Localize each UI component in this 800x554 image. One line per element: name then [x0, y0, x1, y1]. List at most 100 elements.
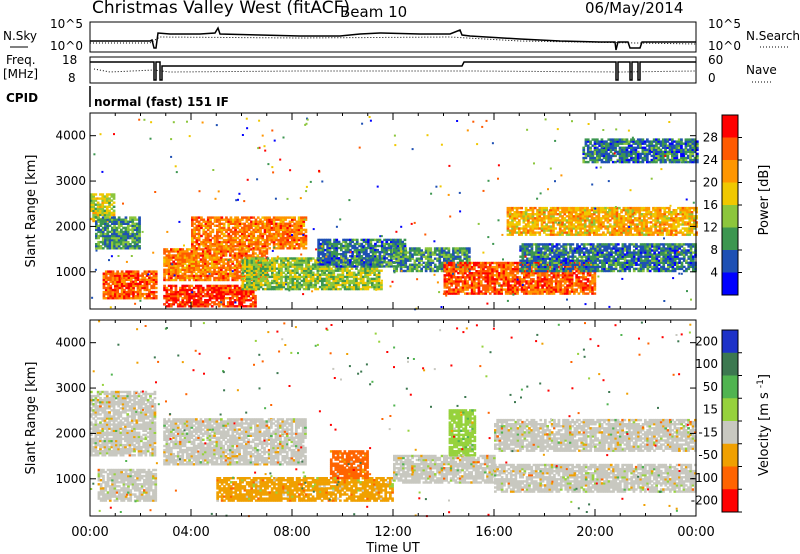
data-cell: [284, 265, 288, 268]
data-cell: [349, 248, 352, 252]
data-cell: [167, 297, 171, 300]
data-cell: [539, 263, 543, 266]
data-cell: [174, 272, 178, 276]
data-cell: [378, 257, 382, 260]
data-cell: [464, 265, 467, 269]
data-cell: [279, 243, 283, 246]
data-cell: [413, 251, 417, 254]
data-cell: [302, 261, 306, 264]
data-cell: [197, 303, 200, 306]
data-cell: [325, 283, 329, 287]
data-cell: [436, 259, 439, 262]
data-cell: [192, 278, 196, 282]
data-cell: [318, 273, 322, 276]
data-cell: [500, 274, 503, 277]
data-cell: [199, 254, 203, 257]
data-cell: [181, 254, 185, 257]
data-cell: [523, 253, 527, 256]
data-cell: [275, 283, 279, 287]
data-cell: [270, 240, 274, 244]
data-cell: [523, 243, 527, 246]
data-cell: [254, 305, 257, 308]
data-cell: [563, 272, 567, 275]
data-cell: [231, 284, 235, 288]
data-cell: [314, 261, 317, 264]
data-cell: [413, 259, 417, 262]
data-cell: [271, 281, 274, 285]
data-cell: [349, 259, 352, 262]
data-cell: [404, 255, 408, 258]
data-cell: [486, 280, 490, 283]
data-cell: [118, 284, 122, 288]
data-cell: [163, 270, 166, 274]
data-cell: [138, 224, 141, 227]
data-cell: [298, 281, 301, 285]
data-cell: [488, 292, 492, 295]
data-cell: [129, 290, 133, 294]
data-cell: [125, 284, 128, 288]
data-cell: [206, 234, 210, 238]
data-cell: [348, 279, 351, 283]
data-cell: [586, 284, 590, 287]
data-cell: [200, 226, 203, 230]
data-cell: [152, 286, 156, 290]
data-cell: [170, 272, 173, 276]
data-cell: [504, 290, 508, 293]
data-cell: [231, 262, 235, 265]
data-cell: [573, 265, 576, 269]
data-cell: [344, 265, 348, 268]
data-cell: [459, 267, 463, 271]
data-cell: [551, 267, 554, 271]
data-cell: [573, 282, 576, 285]
data-cell: [337, 257, 341, 260]
data-cell: [117, 226, 121, 230]
data-cell: [235, 254, 239, 257]
data-cell: [488, 286, 492, 289]
data-cell: [129, 236, 132, 240]
data-cell: [452, 253, 455, 256]
data-cell: [286, 243, 290, 246]
data-cell: [358, 253, 361, 256]
data-cell: [115, 220, 119, 223]
data-cell: [546, 255, 550, 258]
data-cell: [241, 232, 244, 236]
data-cell: [286, 269, 290, 272]
data-cell: [233, 256, 237, 259]
data-cell: [172, 284, 175, 288]
data-cell: [172, 290, 175, 294]
data-cell: [377, 273, 381, 276]
data-cell: [252, 285, 256, 289]
data-cell: [570, 288, 574, 291]
data-cell: [321, 257, 325, 260]
data-cell: [484, 263, 488, 267]
data-cell: [529, 292, 533, 295]
data-cell: [143, 270, 147, 273]
data-cell: [97, 240, 100, 244]
data-cell: [231, 232, 235, 236]
data-cell: [361, 271, 365, 274]
data-cell: [248, 279, 251, 283]
data-cell: [314, 287, 317, 291]
data-cell: [321, 277, 324, 281]
data-cell: [448, 274, 451, 277]
data-cell: [351, 240, 354, 244]
data-cell: [575, 274, 578, 277]
data-cell: [257, 273, 261, 276]
data-cell: [516, 267, 519, 271]
data-cell: [281, 220, 285, 223]
data-cell: [362, 250, 366, 254]
data-cell: [500, 263, 503, 267]
data-cell: [96, 209, 100, 212]
data-cell: [502, 265, 506, 269]
data-cell: [234, 232, 237, 236]
data-cell: [163, 256, 166, 259]
data-cell: [103, 201, 107, 204]
data-cell: [528, 269, 531, 273]
data-cell: [220, 256, 223, 259]
data-cell: [511, 280, 515, 283]
data-cell: [259, 222, 262, 225]
data-cell: [129, 243, 132, 246]
data-cell: [291, 259, 295, 262]
data-cell: [266, 240, 269, 244]
data-cell: [167, 258, 171, 261]
